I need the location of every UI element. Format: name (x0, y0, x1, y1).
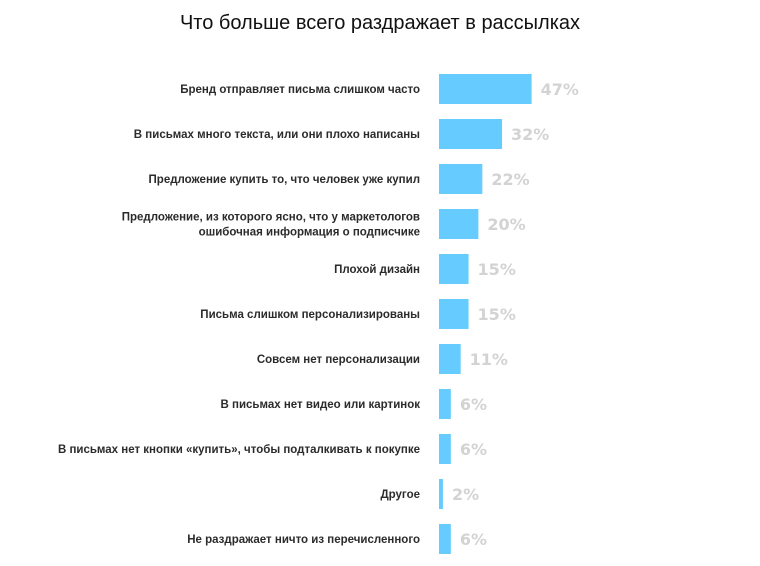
value-label-4: 15% (478, 260, 516, 279)
bar-9 (439, 479, 443, 509)
category-label-5: Письма слишком персонализированы (200, 309, 420, 321)
bar-4 (439, 254, 469, 284)
bar-7 (439, 389, 451, 419)
bar-6 (439, 344, 461, 374)
bar-0 (439, 74, 532, 104)
value-label-10: 6% (460, 530, 487, 549)
bar-5 (439, 299, 469, 329)
category-label-3-line-0: Предложение, из которого ясно, что у мар… (122, 212, 420, 224)
category-label-2: Предложение купить то, что человек уже к… (149, 174, 420, 186)
value-label-6: 11% (470, 350, 508, 369)
bar-3 (439, 209, 479, 239)
category-label-6: Совсем нет персонализации (257, 354, 420, 366)
bar-2 (439, 164, 483, 194)
category-label-7: В письмах нет видео или картинок (221, 399, 421, 411)
bar-8 (439, 434, 451, 464)
value-label-3: 20% (487, 215, 525, 234)
value-label-8: 6% (460, 440, 487, 459)
value-label-2: 22% (491, 170, 529, 189)
value-label-9: 2% (452, 485, 479, 504)
category-label-4: Плохой дизайн (334, 264, 420, 276)
category-label-8: В письмах нет кнопки «купить», чтобы под… (58, 444, 420, 456)
value-label-1: 32% (511, 125, 549, 144)
category-label-0: Бренд отправляет письма слишком часто (180, 84, 420, 96)
category-label-3-line-1: ошибочная информация о подписчике (199, 227, 420, 239)
value-label-0: 47% (541, 80, 579, 99)
category-label-9: Другое (380, 489, 420, 501)
value-label-7: 6% (460, 395, 487, 414)
category-label-10: Не раздражает ничто из перечисленного (187, 534, 420, 546)
bar-1 (439, 119, 503, 149)
chart-title: Что больше всего раздражает в рассылках (179, 12, 581, 34)
bar-10 (439, 524, 451, 554)
category-label-1: В письмах много текста, или они плохо на… (134, 129, 420, 141)
value-label-5: 15% (478, 305, 516, 324)
